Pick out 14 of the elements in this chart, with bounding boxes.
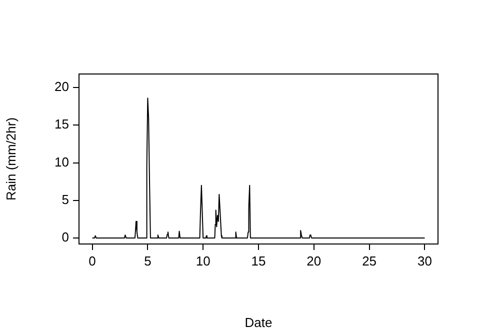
y-tick-label: 0 <box>62 230 69 245</box>
x-tick-label: 5 <box>144 253 152 268</box>
y-tick-label: 15 <box>54 116 69 132</box>
x-tick-label: 25 <box>362 253 377 268</box>
y-axis-title: Rain (mm/2hr) <box>3 117 18 201</box>
x-tick-label: 15 <box>251 253 266 268</box>
x-axis-title: Date <box>244 314 272 330</box>
x-tick-label: 10 <box>196 253 210 268</box>
y-tick-label: 5 <box>62 192 69 207</box>
y-tick-label: 10 <box>54 154 69 170</box>
x-tick-label: 20 <box>306 253 322 268</box>
x-tick-label: 0 <box>88 253 96 268</box>
x-tick-label: 30 <box>417 253 432 268</box>
y-tick-label: 20 <box>54 79 69 94</box>
